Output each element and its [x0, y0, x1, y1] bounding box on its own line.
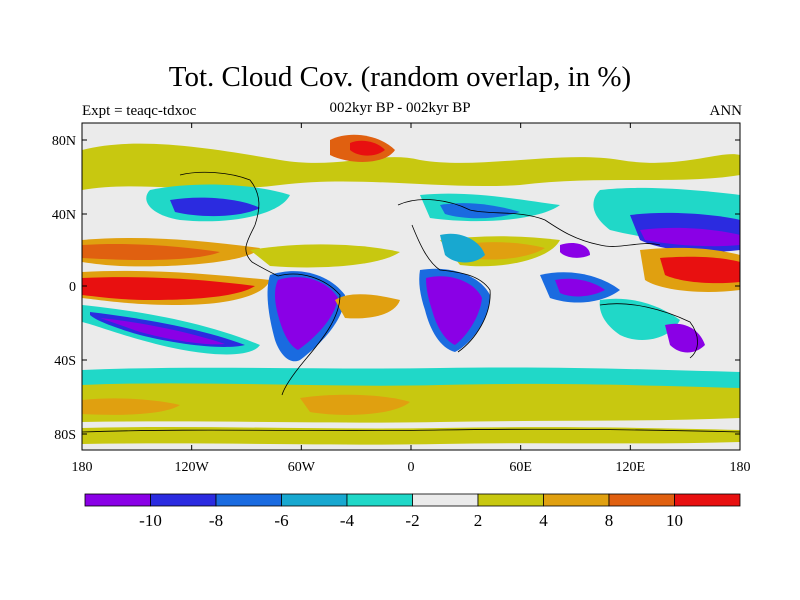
lon-tick-label: 60E	[509, 460, 532, 475]
colorbar-label: -10	[139, 511, 162, 530]
lat-tick-label: 0	[69, 280, 76, 295]
lat-tick-label: 80N	[52, 134, 76, 149]
lat-tick-label: 40N	[52, 208, 76, 223]
colorbar-label: 8	[605, 511, 614, 530]
coastlines	[82, 171, 740, 433]
colorbar-label: -2	[405, 511, 419, 530]
colorbar-label: 2	[474, 511, 483, 530]
season-label: ANN	[709, 103, 743, 119]
lon-tick-label: 120W	[175, 460, 210, 475]
colorbar: -10 -8 -6 -4 -2 2 4 8 10	[84, 493, 741, 530]
lon-tick-label: 60W	[288, 460, 316, 475]
cloud-anomaly-field	[82, 123, 740, 450]
colorbar-label: -8	[209, 511, 223, 530]
lon-tick-label: 180	[72, 460, 93, 475]
period-label: 002kyr BP - 002kyr BP	[329, 100, 471, 116]
lat-tick-label: 40S	[54, 354, 76, 369]
colorbar-swatch	[150, 493, 217, 507]
colorbar-swatch	[346, 493, 413, 507]
colorbar-swatch	[215, 493, 282, 507]
axis-ticks: 180 120W 60W 0 60E 120E 180 80N 40N 0 40S 80S	[52, 123, 751, 475]
colorbar-label: -6	[274, 511, 288, 530]
colorbar-swatch	[674, 493, 741, 507]
colorbar-label: 4	[539, 511, 548, 530]
lat-tick-label: 80S	[54, 428, 76, 443]
colorbar-swatch	[608, 493, 675, 507]
lon-tick-label: 120E	[616, 460, 646, 475]
colorbar-swatch	[84, 493, 151, 507]
colorbar-swatch	[412, 493, 479, 507]
experiment-label: Expt = teaqc-tdxoc	[82, 103, 197, 119]
lon-tick-label: 180	[730, 460, 751, 475]
colorbar-label: -4	[340, 511, 355, 530]
colorbar-swatch	[477, 493, 544, 507]
colorbar-swatch	[281, 493, 348, 507]
map-title: Tot. Cloud Cov. (random overlap, in %)	[168, 61, 632, 93]
colorbar-swatch	[543, 493, 610, 507]
lon-tick-label: 0	[408, 460, 415, 475]
colorbar-label: 10	[666, 511, 683, 530]
